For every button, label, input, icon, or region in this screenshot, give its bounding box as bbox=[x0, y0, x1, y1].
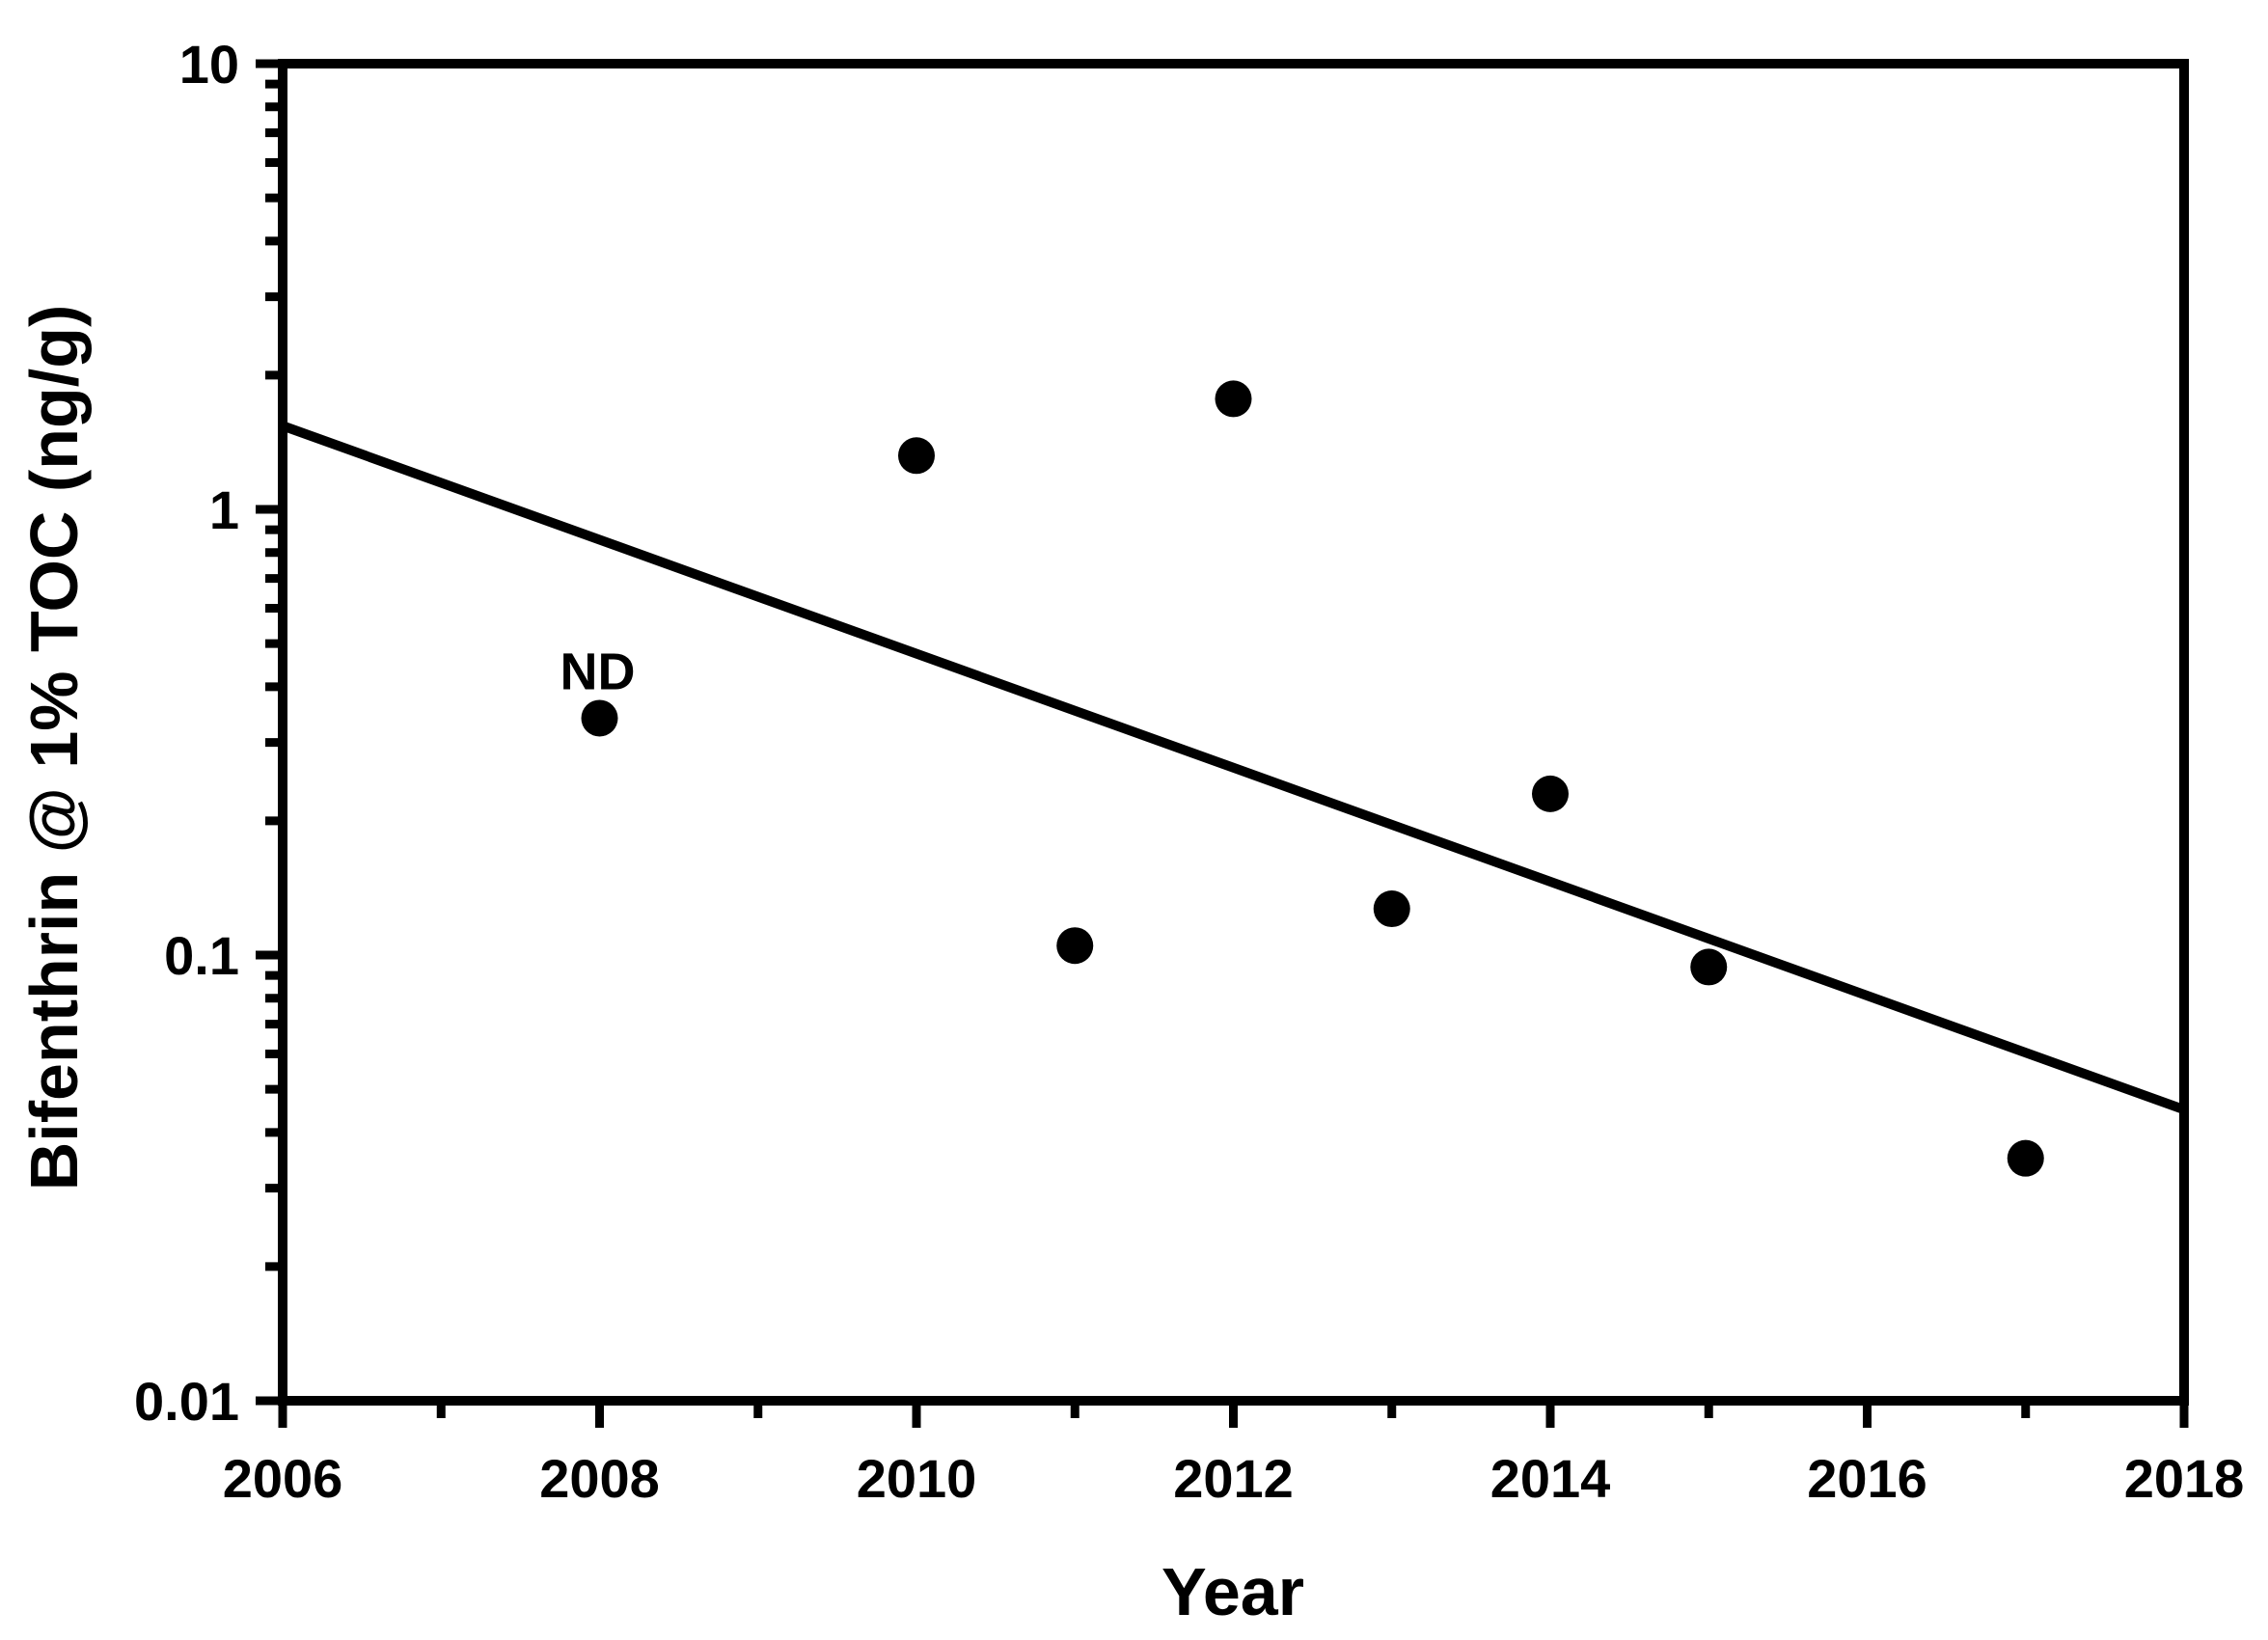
data-point bbox=[898, 437, 935, 475]
y-tick-label: 1 bbox=[209, 479, 239, 540]
y-tick-label: 0.01 bbox=[134, 1371, 239, 1432]
x-tick-label: 2014 bbox=[1490, 1448, 1611, 1509]
x-tick-label: 2012 bbox=[1173, 1448, 1294, 1509]
y-axis-title: Bifenthrin @ 1% TOC (ng/g) bbox=[16, 305, 92, 1191]
x-tick-label: 2016 bbox=[1807, 1448, 1927, 1509]
data-point bbox=[1215, 380, 1252, 418]
data-point bbox=[1532, 775, 1569, 812]
x-axis-tick-labels: 2006 2008 2010 2012 2014 2016 2018 bbox=[223, 1448, 2245, 1509]
y-tick-label: 10 bbox=[179, 34, 239, 95]
x-axis-title: Year bbox=[1161, 1554, 1304, 1629]
x-tick-label: 2010 bbox=[857, 1448, 977, 1509]
x-axis-ticks bbox=[278, 1401, 2189, 1428]
data-point bbox=[2007, 1139, 2044, 1177]
x-tick-label: 2018 bbox=[2124, 1448, 2245, 1509]
plot-frame bbox=[278, 59, 2189, 1406]
y-axis-tick-labels: 10 1 0.1 0.01 bbox=[134, 34, 239, 1432]
y-axis-ticks bbox=[256, 59, 283, 1406]
data-point bbox=[1373, 890, 1410, 928]
trend-line bbox=[281, 421, 2186, 1114]
data-point bbox=[1056, 927, 1094, 965]
x-tick-label: 2008 bbox=[539, 1448, 660, 1509]
nd-label: ND bbox=[560, 642, 636, 700]
data-point bbox=[1690, 948, 1728, 986]
x-tick-label: 2006 bbox=[223, 1448, 343, 1509]
data-points bbox=[581, 380, 2044, 1177]
point-annotations: ND bbox=[560, 642, 636, 700]
trend-line-group bbox=[281, 421, 2186, 1114]
y-tick-label: 0.1 bbox=[164, 925, 239, 986]
data-point bbox=[581, 699, 618, 737]
